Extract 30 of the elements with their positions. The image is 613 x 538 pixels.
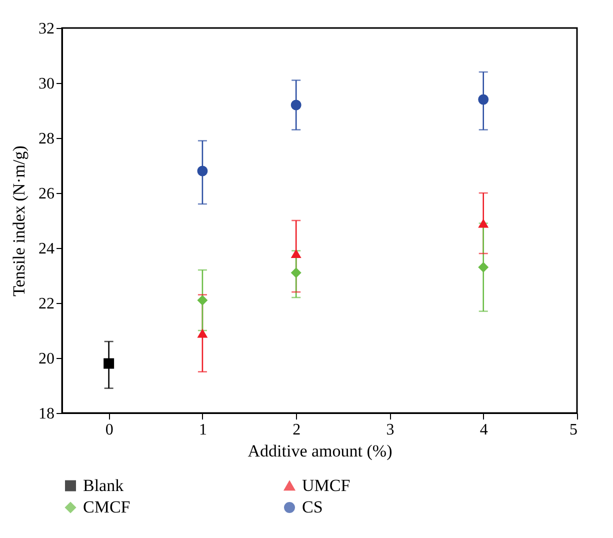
x-tick-label: 3 — [386, 422, 394, 438]
x-tick-label: 4 — [480, 422, 488, 438]
legend-label: Blank — [83, 476, 124, 495]
point — [290, 268, 302, 278]
point — [104, 358, 114, 369]
y-tick-label: 18 — [38, 406, 54, 422]
y-tick-label: 20 — [38, 350, 54, 368]
y-tick-label: 28 — [38, 130, 54, 148]
point — [478, 94, 489, 105]
point — [197, 166, 208, 176]
x-tick-label: 0 — [105, 422, 114, 438]
y-tick-label: 30 — [38, 76, 54, 92]
point — [197, 328, 208, 338]
y-tick-label: 22 — [38, 296, 54, 312]
point — [478, 262, 489, 272]
x-tick-label: 5 — [570, 422, 578, 438]
legend-label: CMCF — [83, 498, 130, 516]
point — [290, 248, 302, 258]
point — [290, 100, 302, 110]
x-tick-label: 1 — [198, 422, 207, 438]
y-axis-title: Tensile index (N·m/g) — [10, 146, 28, 296]
x-axis-title: Additive amount (%) — [248, 442, 392, 460]
legend-label: CS — [302, 498, 323, 516]
point — [478, 218, 489, 228]
y-tick-label: 24 — [38, 240, 54, 258]
x-tick-label: 2 — [292, 422, 301, 438]
y-tick-label: 26 — [38, 186, 54, 202]
y-tick-label: 32 — [38, 20, 54, 38]
point — [197, 295, 208, 306]
legend-label: UMCF — [302, 476, 350, 495]
